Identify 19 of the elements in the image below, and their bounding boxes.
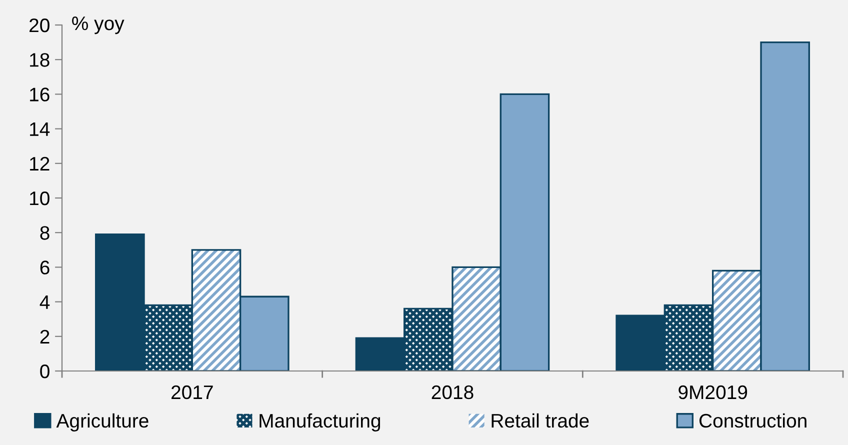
- y-tick-label: 4: [40, 295, 50, 309]
- y-tick-label: 10: [30, 191, 50, 206]
- y-tick-label: 18: [30, 53, 50, 67]
- x-tick-label: 9M2019: [678, 385, 748, 400]
- y-tick-label: 20: [30, 18, 50, 32]
- y-tick-label: 2: [40, 330, 50, 344]
- y-tick-label: 14: [30, 122, 50, 136]
- x-tick-label: 2017: [172, 385, 213, 400]
- legend-label: Retail trade: [492, 413, 589, 428]
- y-tick-label: 0: [40, 364, 50, 378]
- legend-label: Construction: [699, 413, 806, 428]
- y-tick-label: 6: [40, 260, 50, 274]
- legend-label: Agriculture: [56, 413, 148, 432]
- y-tick-label: 12: [30, 156, 50, 170]
- y-tick-label: 8: [40, 226, 50, 240]
- x-tick-label: 2018: [432, 385, 474, 400]
- y-tick-label: 16: [30, 88, 50, 102]
- y-axis-title: % yoy: [72, 16, 124, 34]
- legend-label: Manufacturing: [260, 413, 380, 432]
